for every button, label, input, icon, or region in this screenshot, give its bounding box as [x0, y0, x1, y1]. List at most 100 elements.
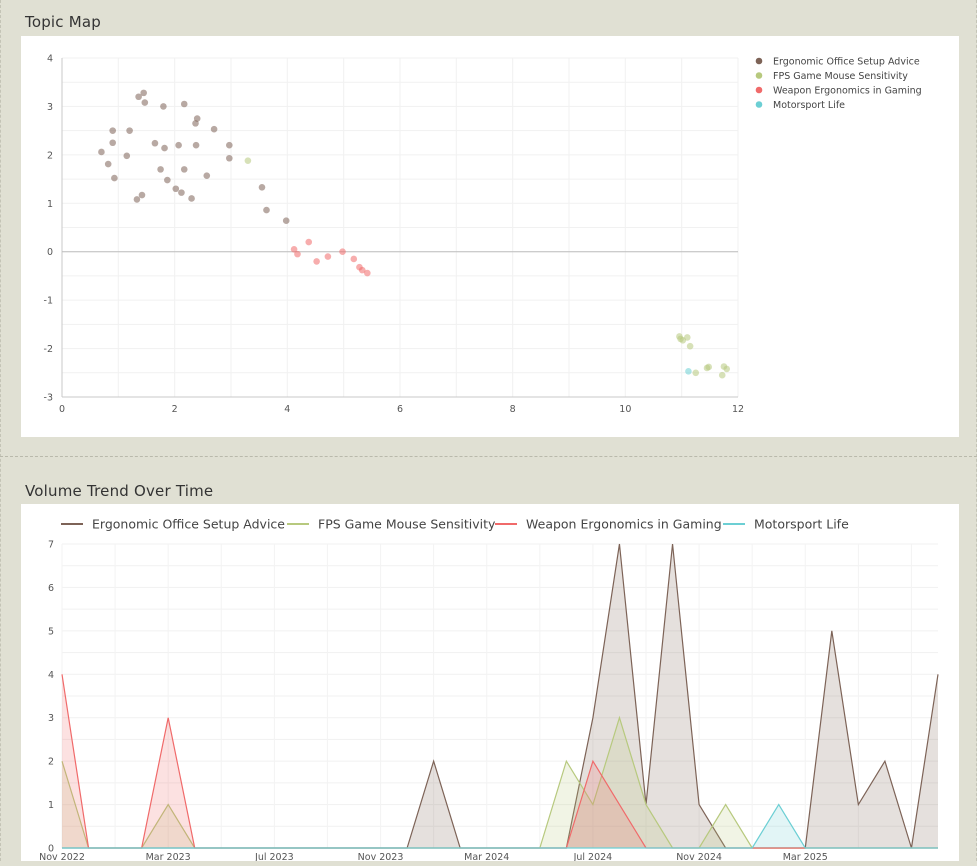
volume-trend-section: Volume Trend Over Time 0 1 2 3 4 5 6 7 Nov 2022 M…	[0, 457, 977, 863]
scatter-point-ergonomic-office-setup-advice	[192, 141, 200, 149]
y-tick-label: 2	[47, 150, 53, 161]
area-fill-ergonomic-office-setup-advice	[62, 544, 938, 848]
scatter-point-ergonomic-office-setup-advice	[126, 127, 133, 134]
legend-label-motorsport-life: Motorsport Life	[773, 100, 845, 111]
legend-label-fps-game-mouse-sensitivity: FPS Game Mouse Sensitivity	[318, 517, 496, 532]
x-tick-label: Mar 2024	[464, 852, 509, 861]
legend-label-fps-game-mouse-sensitivity: FPS Game Mouse Sensitivity	[773, 71, 908, 82]
legend-label-weapon-ergonomics-in-gaming: Weapon Ergonomics in Gaming	[773, 86, 922, 97]
y-tick-label: 0	[47, 247, 53, 258]
scatter-point-weapon-ergonomics-in-gaming	[313, 258, 320, 265]
scatter-point-fps-game-mouse-sensitivity	[705, 363, 713, 371]
scatter-point-fps-game-mouse-sensitivity	[684, 334, 691, 341]
legend-marker-fps-game-mouse-sensitivity	[755, 72, 763, 79]
topic-map-card: 0 2 4 6 8 10 12 4 3 2 1 0 -1 -2 -3 Ergonomic Office Set…	[21, 36, 959, 437]
scatter-point-ergonomic-office-setup-advice	[180, 100, 188, 108]
scatter-point-fps-game-mouse-sensitivity	[686, 342, 694, 350]
legend-marker-ergonomic-office-setup-advice	[755, 57, 763, 65]
scatter-point-ergonomic-office-setup-advice	[157, 166, 164, 173]
y-tick-label: 6	[48, 583, 54, 594]
scatter-point-fps-game-mouse-sensitivity	[692, 369, 700, 377]
x-tick-label: 12	[732, 404, 744, 415]
scatter-point-motorsport-life	[685, 368, 692, 375]
scatter-point-ergonomic-office-setup-advice	[188, 195, 195, 202]
series-line-motorsport-life	[62, 803, 938, 849]
scatter-point-weapon-ergonomics-in-gaming	[290, 245, 298, 253]
y-tick-label: 3	[48, 713, 54, 724]
scatter-point-ergonomic-office-setup-advice	[160, 103, 167, 110]
scatter-point-ergonomic-office-setup-advice	[258, 184, 266, 191]
scatter-point-ergonomic-office-setup-advice	[263, 206, 270, 214]
scatter-point-ergonomic-office-setup-advice	[180, 166, 188, 173]
legend-label-ergonomic-office-setup-advice: Ergonomic Office Setup Advice	[773, 57, 920, 68]
scatter-point-weapon-ergonomics-in-gaming	[324, 253, 332, 260]
y-tick-label: 3	[47, 102, 53, 113]
x-tick-label: 0	[59, 404, 65, 415]
y-tick-label: 5	[48, 626, 54, 637]
y-tick-label: 7	[48, 540, 54, 551]
scatter-point-ergonomic-office-setup-advice	[141, 99, 149, 106]
legend-label-ergonomic-office-setup-advice: Ergonomic Office Setup Advice	[92, 517, 285, 532]
scatter-point-ergonomic-office-setup-advice	[151, 139, 159, 147]
section-divider	[0, 456, 977, 457]
y-tick-label: -1	[44, 296, 53, 307]
x-tick-label: 8	[510, 404, 516, 415]
x-tick-label: 10	[619, 404, 631, 415]
scatter-point-weapon-ergonomics-in-gaming	[294, 250, 301, 258]
legend-marker-weapon-ergonomics-in-gaming	[755, 86, 763, 94]
area-fill-weapon-ergonomics-in-gaming	[62, 674, 938, 848]
x-tick-label: Nov 2022	[39, 852, 85, 861]
scatter-point-ergonomic-office-setup-advice	[175, 141, 182, 149]
legend-label-weapon-ergonomics-in-gaming: Weapon Ergonomics in Gaming	[526, 517, 722, 532]
scatter-point-ergonomic-office-setup-advice	[111, 174, 118, 182]
x-tick-label: Mar 2023	[146, 852, 191, 861]
volume-trend-chart: 0 1 2 3 4 5 6 7 Nov 2022 Mar 2023 Jul 2023 Nov 2023…	[39, 517, 939, 863]
x-tick-label: Jul 2023	[254, 852, 294, 861]
y-tick-label: 2	[48, 757, 54, 768]
scatter-point-weapon-ergonomics-in-gaming	[364, 269, 371, 277]
scatter-point-ergonomic-office-setup-advice	[123, 152, 131, 160]
scatter-point-ergonomic-office-setup-advice	[109, 139, 116, 147]
scatter-point-ergonomic-office-setup-advice	[172, 185, 180, 193]
scatter-point-ergonomic-office-setup-advice	[138, 191, 146, 199]
scatter-point-weapon-ergonomics-in-gaming	[350, 255, 358, 263]
scatter-point-ergonomic-office-setup-advice	[135, 93, 142, 101]
scatter-point-ergonomic-office-setup-advice	[210, 125, 218, 133]
scatter-point-fps-game-mouse-sensitivity	[723, 365, 731, 373]
left-border	[0, 0, 1, 861]
scatter-point-weapon-ergonomics-in-gaming	[358, 266, 366, 274]
volume-trend-card: 0 1 2 3 4 5 6 7 Nov 2022 Mar 2023 Jul 2023 Nov 2023…	[21, 504, 959, 863]
y-tick-label: 0	[48, 844, 54, 855]
topic-map-title: Topic Map	[25, 13, 101, 31]
scatter-point-ergonomic-office-setup-advice	[226, 141, 233, 149]
x-tick-label: Jul 2024	[573, 852, 613, 861]
scatter-point-fps-game-mouse-sensitivity	[718, 371, 726, 379]
scatter-point-ergonomic-office-setup-advice	[193, 115, 201, 122]
x-tick-label: 4	[284, 404, 290, 415]
scatter-point-ergonomic-office-setup-advice	[133, 196, 141, 203]
scatter-point-ergonomic-office-setup-advice	[109, 127, 116, 134]
x-tick-label: Nov 2023	[358, 852, 404, 861]
y-tick-label: 4	[48, 670, 54, 681]
legend-label-motorsport-life: Motorsport Life	[754, 517, 849, 532]
scatter-point-weapon-ergonomics-in-gaming	[339, 248, 346, 256]
scatter-point-ergonomic-office-setup-advice	[164, 176, 171, 184]
topic-map-section: Topic Map 0 2 4 6 8 10 12 4 3 2 1 0 -1 -2 -3 Ergonomic …	[21, 13, 959, 437]
x-tick-label: Nov 2024	[676, 852, 722, 861]
legend-marker-motorsport-life	[755, 101, 763, 108]
scatter-point-ergonomic-office-setup-advice	[98, 148, 105, 156]
volume-trend-title: Volume Trend Over Time	[25, 482, 214, 500]
y-tick-label: 1	[47, 199, 53, 210]
scatter-point-ergonomic-office-setup-advice	[104, 160, 112, 168]
x-tick-label: 2	[172, 404, 178, 415]
scatter-point-ergonomic-office-setup-advice	[161, 144, 168, 152]
scatter-point-ergonomic-office-setup-advice	[203, 172, 211, 179]
scatter-point-weapon-ergonomics-in-gaming	[305, 238, 313, 246]
scatter-point-ergonomic-office-setup-advice	[178, 189, 185, 196]
scatter-point-fps-game-mouse-sensitivity	[244, 157, 252, 164]
y-tick-label: 1	[48, 800, 54, 811]
y-tick-label: -2	[44, 344, 53, 355]
scatter-point-ergonomic-office-setup-advice	[282, 217, 290, 225]
scatter-point-ergonomic-office-setup-advice	[226, 154, 233, 162]
